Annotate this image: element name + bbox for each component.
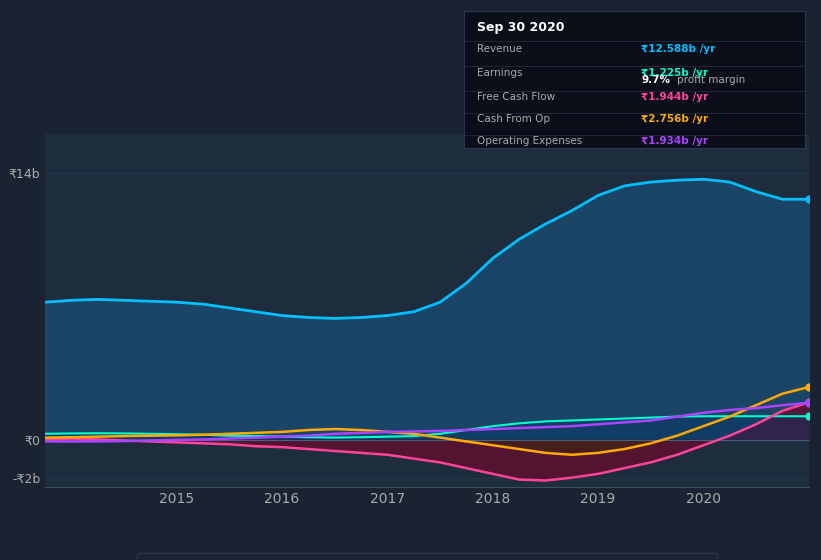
Text: profit margin: profit margin xyxy=(677,75,745,85)
Text: ₹1.225b /yr: ₹1.225b /yr xyxy=(641,68,708,78)
Text: Sep 30 2020: Sep 30 2020 xyxy=(478,21,565,34)
Text: ₹2.756b /yr: ₹2.756b /yr xyxy=(641,114,709,124)
Text: Operating Expenses: Operating Expenses xyxy=(478,136,583,146)
Legend: Revenue, Earnings, Free Cash Flow, Cash From Op, Operating Expenses: Revenue, Earnings, Free Cash Flow, Cash … xyxy=(136,553,718,560)
FancyBboxPatch shape xyxy=(464,11,805,148)
Text: Earnings: Earnings xyxy=(478,68,523,78)
Text: Revenue: Revenue xyxy=(478,44,523,54)
Text: ₹1.934b /yr: ₹1.934b /yr xyxy=(641,136,708,146)
Text: Cash From Op: Cash From Op xyxy=(478,114,551,124)
Text: 9.7%: 9.7% xyxy=(641,75,670,85)
Text: ₹1.944b /yr: ₹1.944b /yr xyxy=(641,92,709,102)
Text: Free Cash Flow: Free Cash Flow xyxy=(478,92,556,102)
Text: ₹12.588b /yr: ₹12.588b /yr xyxy=(641,44,715,54)
